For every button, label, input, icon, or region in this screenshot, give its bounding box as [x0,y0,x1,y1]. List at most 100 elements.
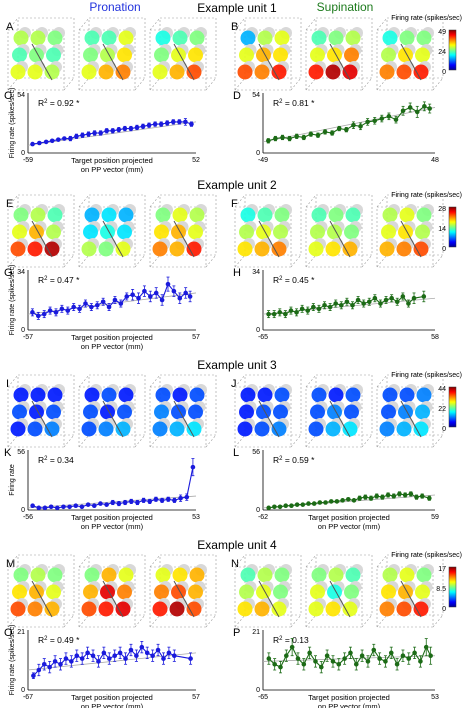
cube-edge [63,77,75,91]
data-point [402,492,408,498]
unit-title: Example unit 3 [197,358,277,372]
x-tick-label: -62 [258,514,268,521]
data-point [400,653,406,659]
r2-superscript: 2 [279,99,283,105]
data-point [294,310,299,315]
data-point [428,653,433,659]
target-sphere [416,207,432,223]
target-sphere [101,387,117,403]
series-line [33,646,191,677]
cube-edge [7,194,19,208]
target-sphere [239,584,254,600]
data-point [79,656,85,661]
target-sphere [154,404,169,420]
data-point [170,119,176,125]
cube-edge [234,374,246,388]
target-sphere [169,64,185,80]
target-sphere [308,421,324,437]
target-sphere [47,207,63,223]
data-point [92,130,97,136]
target-sphere [44,421,60,437]
r2-value: = 0.49 * [47,635,80,645]
target-cube [376,194,444,268]
target-sphere [171,584,186,600]
target-cube [234,17,302,91]
target-sphere [154,224,169,240]
data-point [385,492,391,498]
panel-letter: F [231,198,238,210]
cube-edge [376,614,388,628]
data-point [67,504,72,510]
cube-edge [63,254,75,268]
cube-edge [234,17,246,31]
target-sphere [169,601,185,617]
r2-annotation: R2 = 0.49 * [38,635,80,645]
data-point [355,297,361,303]
data-point [361,301,366,306]
target-sphere [398,584,413,600]
data-point [85,650,90,656]
pp-vector [400,43,422,81]
data-point [177,119,182,125]
cube-edge [305,254,317,268]
cube-edge [78,554,90,568]
data-point [148,294,153,299]
data-point [412,650,417,656]
data-point [427,106,432,111]
target-cube [149,17,217,91]
data-point [158,121,164,127]
colorbar-gradient [448,566,457,608]
data-point [178,495,183,501]
target-sphere [256,47,271,63]
pp-vector [258,580,280,618]
target-sphere [83,47,98,63]
data-point [386,114,392,119]
target-sphere [12,584,27,600]
colorbar: Firing rate (spikes/sec) 28 14 0 [391,192,462,253]
colorbar-gradient [448,206,457,248]
target-sphere [237,241,253,257]
pp-vector [173,580,195,618]
data-point [371,647,377,653]
target-sphere [100,47,115,63]
target-sphere [328,30,344,46]
cube-edge [234,194,246,208]
target-sphere [186,421,202,437]
target-sphere [274,567,290,583]
target-sphere [240,567,256,583]
cube-edge [305,194,317,208]
target-sphere [81,601,97,617]
cube-front-face [234,206,292,268]
colorbar: Firing rate (spikes/sec) 49 24 0 [391,15,462,76]
pp-vector [102,580,124,618]
data-point [63,656,69,661]
cube-edge [149,77,161,91]
x-tick-label: 59 [431,514,439,521]
data-point [283,503,289,509]
data-point [272,661,277,667]
target-cube [7,554,75,628]
pp-vector [31,580,53,618]
y-tick-label: 54 [252,92,260,99]
data-point [177,295,183,301]
target-sphere [413,64,429,80]
r2-annotation: R2 = 0.59 * [273,455,315,465]
data-point [300,502,306,507]
colorbar: Firing rate (spikes/sec) 17 8.5 0 [391,552,462,613]
cube-edge [205,254,217,268]
cube-front-face [7,386,65,448]
x-axis-label: on PP vector (mm) [81,165,144,174]
data-point [322,129,328,135]
data-point [379,116,385,121]
data-point [348,650,353,656]
data-point [144,650,150,656]
pp-vector [102,220,124,258]
target-sphere [98,64,114,80]
target-sphere [81,241,97,257]
target-cube [149,374,217,448]
target-sphere [117,584,132,600]
cube-edge [7,614,19,628]
target-sphere [10,421,26,437]
data-point [342,656,347,661]
